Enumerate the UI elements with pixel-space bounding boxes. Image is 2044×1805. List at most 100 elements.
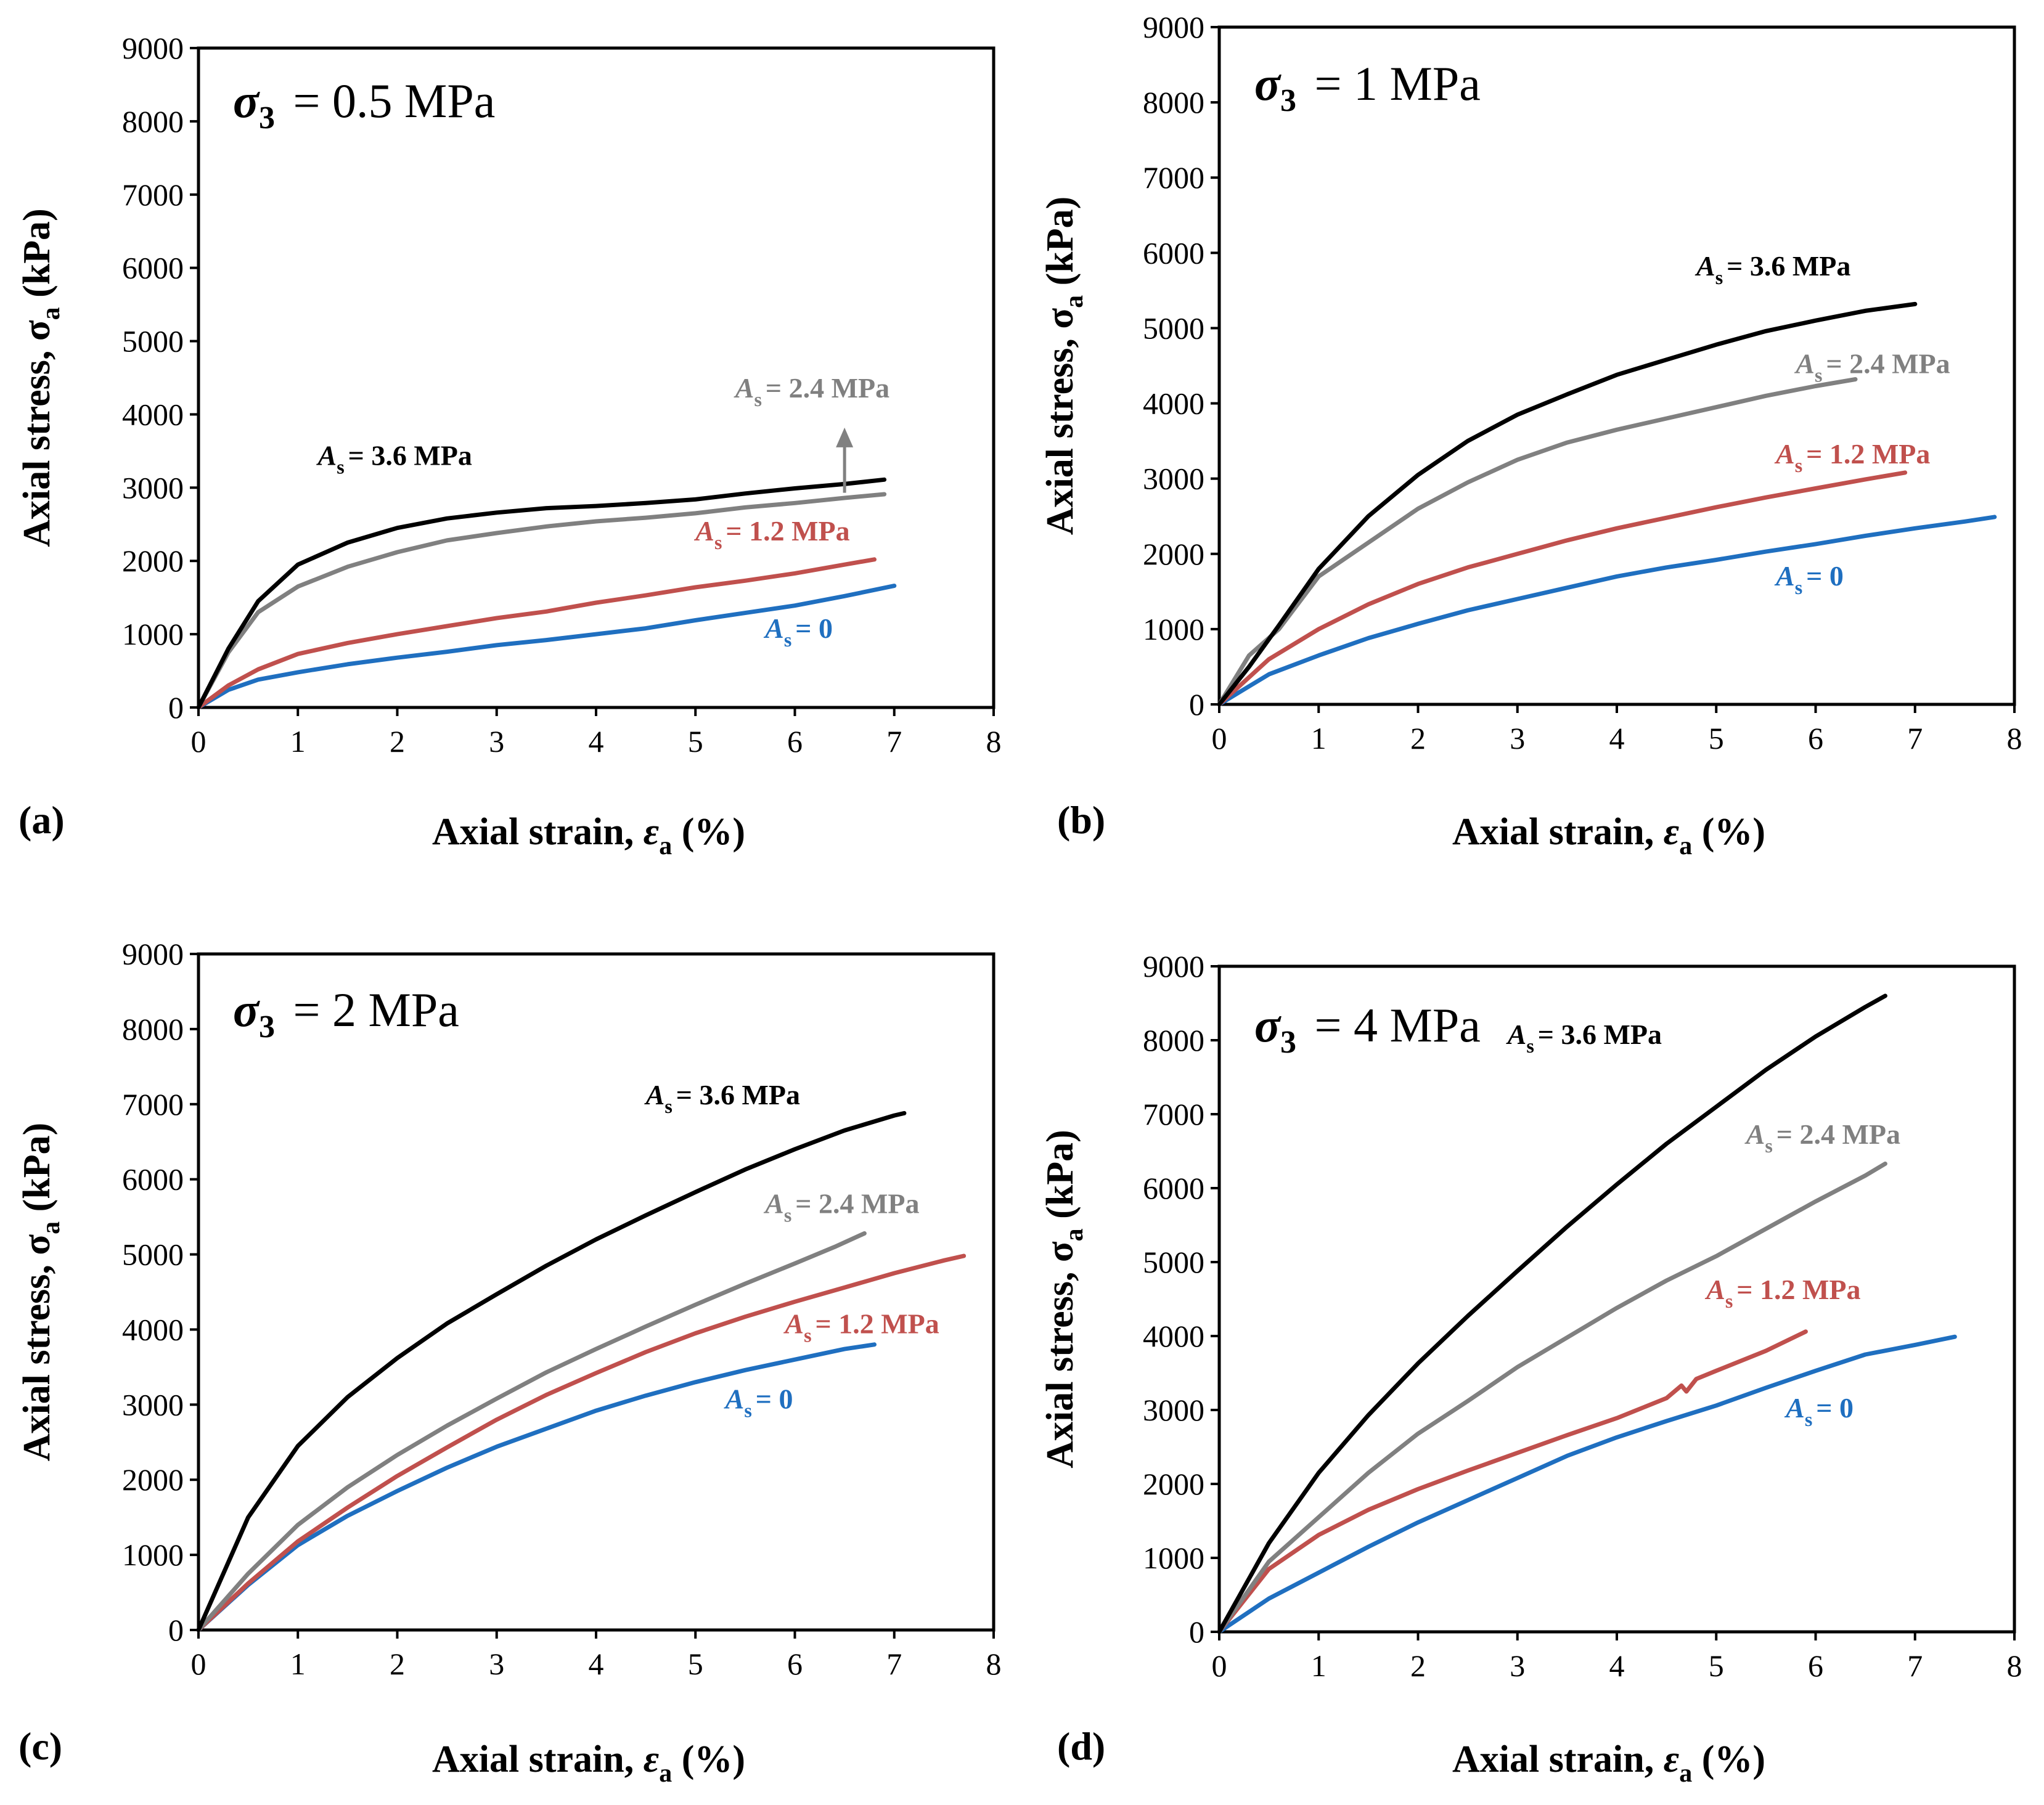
x-tick-label: 5 (1709, 1648, 1724, 1683)
y-tick-label: 4000 (1143, 1319, 1204, 1353)
panel-letter: (a) (18, 798, 65, 842)
series-label-As_1-2: As = 1.2 MPa (1774, 438, 1930, 476)
x-tick-label: 1 (1311, 721, 1327, 756)
series-line-As_0 (1217, 1334, 1957, 1634)
y-tick-label: 6000 (1143, 235, 1204, 270)
series-label-As_2-4: As = 2.4 MPa (1744, 1118, 1900, 1157)
x-tick-label: 2 (390, 1647, 405, 1681)
y-tick-label: 8000 (1143, 1023, 1204, 1057)
x-tick-label: 8 (986, 1647, 1002, 1681)
x-tick-label: 3 (1510, 1648, 1525, 1683)
x-tick-label: 3 (489, 1647, 504, 1681)
y-tick-label: 7000 (122, 177, 184, 212)
series-line-As_2-4 (1217, 377, 1858, 707)
series-line-As_2-4 (196, 492, 887, 710)
series-label-As_1-2: As = 1.2 MPa (693, 515, 849, 553)
y-tick-label: 2000 (1143, 537, 1204, 571)
x-tick-label: 1 (290, 1647, 306, 1681)
x-tick-label: 8 (2007, 721, 2022, 756)
y-tick-label: 7000 (122, 1087, 184, 1122)
y-axis-title: Axial stress, σa (kPa) (1039, 197, 1089, 536)
confining-pressure-label: σ3 = 0.5 MPa (233, 74, 495, 136)
series-label-As_0: As = 0 (724, 1383, 793, 1421)
series-line-As_1-2 (196, 557, 877, 710)
y-tick-label: 7000 (1143, 1097, 1204, 1131)
x-axis-title: Axial strain, εa (%) (1452, 1738, 1765, 1788)
y-tick-label: 4000 (122, 397, 184, 431)
x-tick-label: 7 (1907, 721, 1923, 756)
y-tick-label: 2000 (122, 544, 184, 578)
y-tick-label: 8000 (122, 1012, 184, 1046)
x-tick-label: 1 (290, 724, 306, 759)
chart-panel-2: 0 1 2 3 4 5 6 7 8 0 1000 2000 3000 4000 5000 6000 7000 80… (1039, 10, 2022, 860)
y-tick-label: 3000 (1143, 1393, 1204, 1427)
x-tick-label: 2 (390, 724, 405, 759)
panel-letter: (b) (1057, 798, 1105, 842)
x-axis-title: Axial strain, εa (%) (432, 1738, 745, 1788)
y-tick-label: 0 (168, 690, 184, 725)
panel-letter: (c) (18, 1724, 62, 1768)
y-axis-title: Axial stress, σa (kPa) (1039, 1130, 1089, 1469)
series-line-As_3-6 (1217, 301, 1918, 707)
y-tick-label: 3000 (122, 470, 184, 505)
y-tick-label: 0 (168, 1613, 184, 1647)
series-label-As_0: As = 0 (1784, 1392, 1854, 1430)
y-tick-label: 5000 (122, 324, 184, 359)
x-tick-label: 4 (589, 724, 604, 759)
y-tick-label: 2000 (1143, 1467, 1204, 1501)
series-label-As_1-2: As = 1.2 MPa (1704, 1274, 1860, 1312)
chart-panel-3: 0 1 2 3 4 5 6 7 8 0 1000 2000 3000 4000 5000 6000 7000 80… (16, 937, 1002, 1788)
series-label-As_2-4: As = 2.4 MPa (1794, 348, 1950, 386)
x-tick-label: 6 (787, 1647, 803, 1681)
x-tick-label: 0 (1212, 721, 1227, 756)
confining-pressure-label: σ3 = 4 MPa (1254, 998, 1481, 1060)
x-axis-title: Axial strain, εa (%) (432, 811, 745, 860)
y-tick-label: 5000 (1143, 1245, 1204, 1279)
y-tick-label: 4000 (122, 1312, 184, 1347)
x-tick-label: 6 (787, 724, 803, 759)
series-line-As_2-4 (1217, 1161, 1887, 1634)
panel-letter: (d) (1057, 1724, 1105, 1768)
x-tick-label: 3 (489, 724, 504, 759)
x-tick-label: 5 (688, 1647, 703, 1681)
series-label-As_0: As = 0 (1774, 560, 1844, 598)
y-tick-label: 1000 (122, 1538, 184, 1572)
x-tick-label: 7 (886, 724, 902, 759)
series-label-As_3-6: As = 3.6 MPa (316, 439, 472, 478)
series-label-As_3-6: As = 3.6 MPa (1694, 250, 1850, 288)
x-tick-label: 7 (1907, 1648, 1923, 1683)
x-tick-label: 4 (1609, 721, 1625, 756)
x-tick-label: 3 (1510, 721, 1525, 756)
y-tick-label: 9000 (1143, 10, 1204, 44)
series-line-As_3-6 (1217, 993, 1887, 1634)
y-tick-label: 9000 (122, 937, 184, 971)
confining-pressure-label: σ3 = 2 MPa (233, 983, 459, 1045)
y-tick-label: 7000 (1143, 160, 1204, 195)
x-tick-label: 2 (1410, 721, 1426, 756)
x-tick-label: 0 (191, 1647, 206, 1681)
y-tick-label: 6000 (122, 1162, 184, 1197)
y-tick-label: 6000 (1143, 1171, 1204, 1205)
series-line-As_3-6 (196, 1110, 907, 1632)
series-label-As_0: As = 0 (763, 613, 833, 651)
x-tick-label: 5 (1709, 721, 1724, 756)
y-tick-label: 3000 (122, 1387, 184, 1422)
series-label-As_2-4: As = 2.4 MPa (763, 1188, 919, 1226)
x-tick-label: 2 (1410, 1648, 1426, 1683)
series-label-As_2-4: As = 2.4 MPa (734, 372, 889, 410)
series-line-As_2-4 (196, 1231, 867, 1632)
series-line-As_0 (196, 1342, 877, 1632)
x-tick-label: 8 (986, 724, 1002, 759)
series-label-As_3-6: As = 3.6 MPa (644, 1079, 800, 1117)
y-tick-label: 5000 (1143, 311, 1204, 345)
chart-panel-1: 0 1 2 3 4 5 6 7 8 0 1000 2000 3000 4000 5000 6000 7000 80… (16, 31, 1002, 860)
series-line-As_0 (1217, 515, 1997, 707)
y-tick-label: 1000 (1143, 1541, 1204, 1575)
y-tick-label: 0 (1189, 1615, 1204, 1649)
x-tick-label: 6 (1808, 721, 1823, 756)
x-tick-label: 0 (1212, 1648, 1227, 1683)
y-tick-label: 8000 (1143, 85, 1204, 120)
x-tick-label: 4 (1609, 1648, 1625, 1683)
x-tick-label: 1 (1311, 1648, 1327, 1683)
